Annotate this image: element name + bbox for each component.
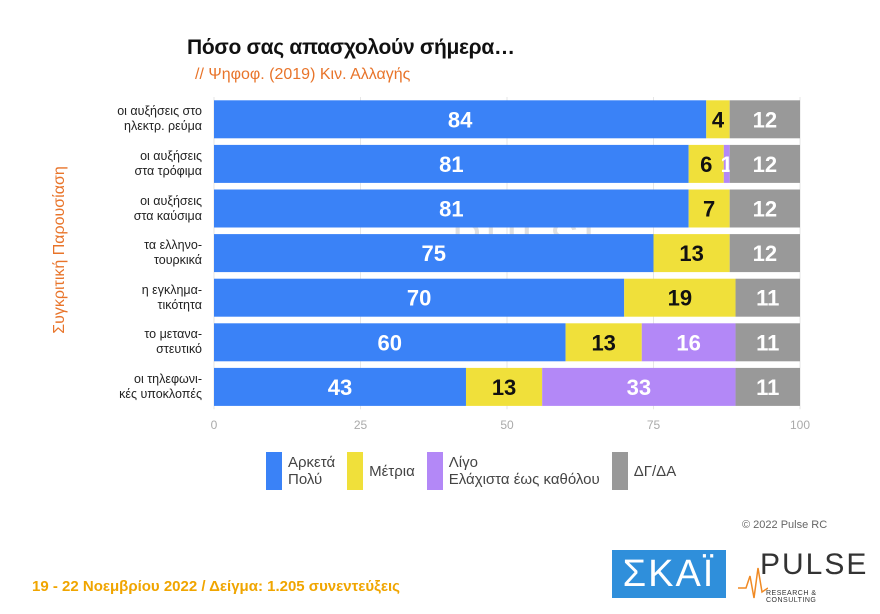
legend: Αρκετά Πολύ Μέτρια Λίγο Ελάχιστα έως καθόλ…: [266, 452, 680, 490]
bar-segment: [735, 278, 800, 317]
legend-label: Αρκετά Πολύ: [288, 454, 336, 488]
bar-segment: [706, 100, 730, 139]
bar-segment: [735, 323, 800, 362]
bar-segment: [641, 323, 736, 362]
bar-segment: [214, 144, 689, 183]
bar-segment: [214, 367, 466, 406]
pulse-logo: PULSE RESEARCH & CONSULTING: [738, 548, 866, 604]
bar-segment: [688, 189, 730, 228]
data-label: 13: [679, 241, 703, 266]
category-label: οι τηλεφωνι- κές υποκλοπές: [119, 371, 202, 401]
data-label: 19: [668, 286, 692, 311]
category-label: οι αυξήσεις στα καύσιμα: [133, 193, 202, 223]
data-label: 11: [756, 375, 779, 400]
data-label: 12: [753, 197, 777, 222]
x-tick-label: 75: [647, 418, 661, 432]
bar-segment: [729, 234, 800, 273]
legend-swatch: [347, 452, 364, 490]
bar-segment: [465, 367, 543, 406]
data-label: 11: [756, 330, 779, 355]
data-label: 6: [700, 152, 712, 177]
data-label: 81: [439, 197, 463, 222]
bar-segment: [688, 144, 724, 183]
bar-segment: [729, 144, 800, 183]
data-label: 11: [756, 286, 779, 311]
legend-swatch: [266, 452, 282, 490]
x-tick-label: 25: [354, 418, 368, 432]
data-label: 12: [753, 241, 777, 266]
data-label: 60: [378, 330, 402, 355]
data-label: 12: [753, 152, 777, 177]
legend-label: ΔΓ/ΔΑ: [633, 462, 677, 480]
data-label: 81: [439, 152, 463, 177]
legend-item: Αρκετά Πολύ: [266, 452, 335, 490]
pulse-wordmark: PULSE: [760, 548, 869, 581]
chart-subtitle: // Ψηφοφ. (2019) Κιν. Αλλαγής: [195, 66, 411, 83]
bar-segment: [729, 100, 800, 139]
category-label: οι αυξήσεις στο ηλεκτρ. ρεύμα: [117, 104, 202, 134]
legend-swatch: [611, 452, 628, 490]
data-label: 4: [712, 107, 725, 132]
x-tick-label: 100: [790, 418, 810, 432]
category-label: το μετανα- στευτικό: [144, 327, 202, 357]
footer-date-sample: 19 - 22 Νοεμβρίου 2022 / Δείγμα: 1.205 σ…: [32, 578, 400, 595]
category-label: τα ελληνο- τουρκικά: [144, 238, 202, 268]
skai-logo: ΣΚΑΪ: [612, 550, 726, 598]
legend-item: Μέτρια: [347, 452, 415, 490]
category-label: οι αυξήσεις στα τρόφιμα: [134, 148, 203, 178]
legend-label: Μέτρια: [369, 462, 415, 480]
data-label: 70: [407, 286, 431, 311]
bar-segment: [735, 367, 800, 406]
data-label: 33: [627, 375, 651, 400]
data-label: 12: [753, 107, 777, 132]
chart-title: Πόσο σας απασχολούν σήμερα…: [187, 36, 515, 59]
bar-segment: [214, 100, 707, 139]
legend-item: Λίγο Ελάχιστα έως καθόλου: [426, 452, 600, 490]
x-tick-label: 0: [211, 418, 218, 432]
legend-label: Λίγο Ελάχιστα έως καθόλου: [448, 454, 600, 488]
bar-segment: [653, 234, 730, 273]
data-label: 75: [422, 241, 446, 266]
pulse-wave-icon: [738, 567, 768, 599]
bar-segment: [729, 189, 800, 228]
data-label: 13: [492, 375, 516, 400]
bar-segment: [723, 144, 730, 183]
legend-swatch: [426, 452, 443, 490]
x-tick-label: 50: [500, 418, 514, 432]
pulse-subtitle: RESEARCH & CONSULTING: [766, 590, 817, 604]
data-label: 13: [591, 330, 615, 355]
bar-segment: [214, 278, 625, 317]
data-label: 84: [448, 107, 473, 132]
data-label: 16: [676, 330, 700, 355]
bar-segment: [624, 278, 736, 317]
copyright: © 2022 Pulse RC: [742, 519, 828, 531]
bar-segment: [565, 323, 642, 362]
legend-item: ΔΓ/ΔΑ: [611, 452, 677, 490]
bar-segment: [214, 189, 689, 228]
data-label: 43: [328, 375, 352, 400]
category-label: η εγκλημα- τικότητα: [141, 282, 202, 312]
data-label: 7: [703, 197, 715, 222]
bar-segment: [542, 367, 736, 406]
bar-segment: [214, 234, 654, 273]
bar-segment: [214, 323, 566, 362]
